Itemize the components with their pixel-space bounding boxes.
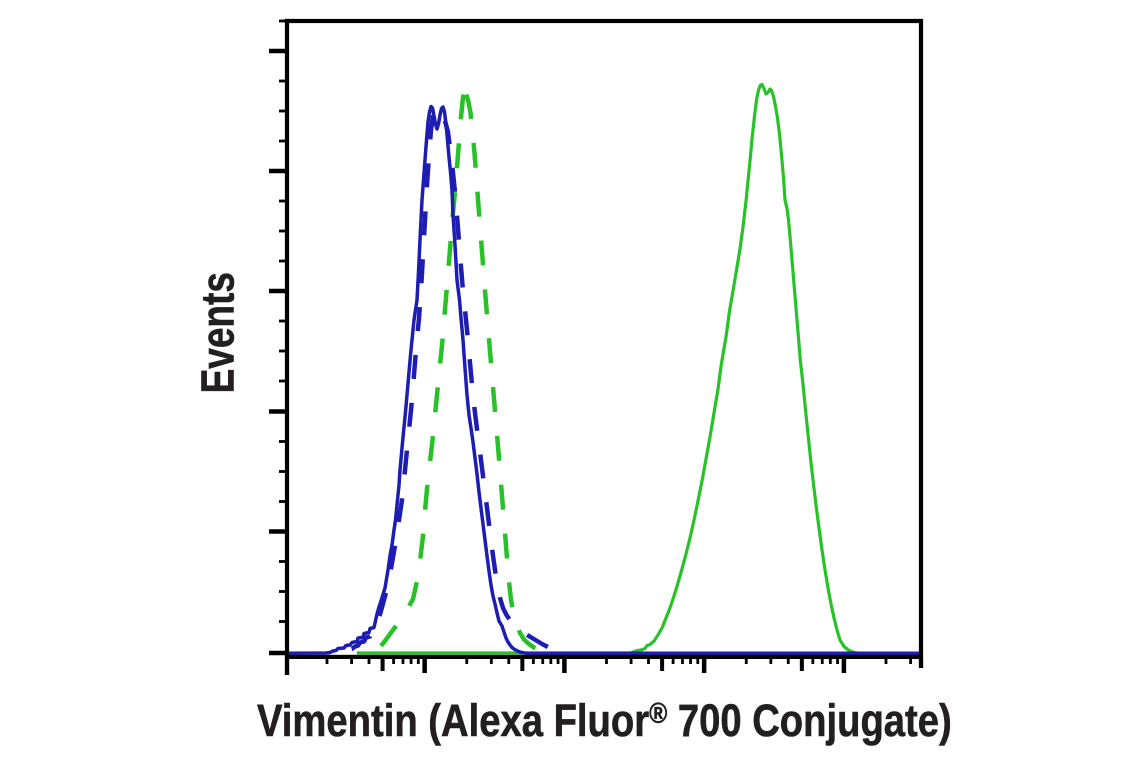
svg-text:Vimentin (Alexa Fluor® 700 Con: Vimentin (Alexa Fluor® 700 Conjugate) (257, 695, 952, 746)
svg-text:Events: Events (192, 272, 244, 393)
